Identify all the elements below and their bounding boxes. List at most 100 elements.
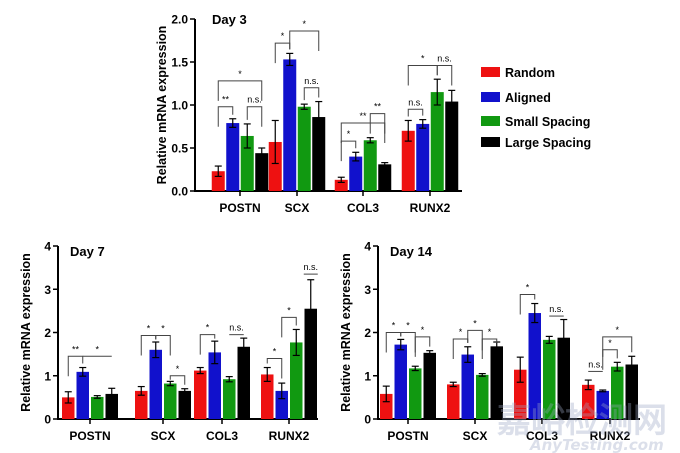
bar-random	[401, 130, 415, 191]
significance-label: n.s.	[303, 262, 318, 272]
y-tick-label: 1	[44, 369, 51, 383]
legend-swatch	[481, 116, 500, 126]
significance-bracket: **	[369, 102, 386, 134]
significance-label: *	[147, 324, 151, 334]
significance-label: *	[281, 31, 285, 41]
bar-random	[194, 370, 207, 419]
bracket-line	[519, 293, 536, 315]
bar-aligned	[208, 352, 221, 419]
legend-swatch	[481, 67, 500, 77]
significance-label: *	[488, 327, 492, 337]
legend-swatch	[481, 137, 500, 147]
bar-random	[268, 141, 282, 191]
bar-aligned	[76, 371, 89, 419]
significance-bracket: n.s.	[246, 95, 263, 127]
legend-label: Small Spacing	[505, 115, 590, 129]
bar-random	[582, 384, 595, 419]
x-tick-label: RUNX2	[590, 429, 631, 443]
y-tick-label: 1.0	[171, 99, 188, 113]
bar-small-spacing	[240, 135, 254, 191]
significance-label: n.s.	[588, 359, 603, 369]
bracket-line	[289, 30, 320, 52]
significance-bracket: *	[217, 69, 263, 101]
significance-bracket: *	[274, 31, 291, 64]
bracket-line	[67, 355, 84, 377]
significance-label: n.s.	[437, 53, 452, 63]
bar-aligned	[149, 349, 162, 419]
bar-random	[261, 374, 274, 419]
bracket-line	[266, 357, 283, 379]
x-tick-label: SCX	[285, 201, 310, 215]
bracket-line	[246, 106, 263, 127]
bracket-line	[602, 336, 633, 357]
bracket-line	[303, 87, 320, 101]
bracket-line	[217, 80, 263, 101]
bar-random	[447, 384, 460, 419]
bar-large-spacing	[105, 393, 118, 419]
significance-label: *	[615, 325, 619, 335]
significance-bracket: *	[519, 282, 536, 315]
bar-large-spacing	[178, 390, 191, 419]
x-tick-label: RUNX2	[269, 429, 310, 443]
significance-label: *	[95, 344, 99, 354]
bar-small-spacing	[611, 366, 624, 419]
significance-label: *	[347, 129, 351, 139]
significance-bracket: *	[602, 338, 618, 370]
bar-small-spacing	[290, 342, 303, 419]
significance-bracket: n.s.	[549, 304, 564, 317]
x-tick-label: POSTN	[219, 201, 260, 215]
significance-bracket: n.s.	[303, 262, 318, 275]
bar-large-spacing	[237, 346, 250, 419]
significance-label: n.s.	[229, 323, 244, 333]
significance-label: **	[359, 111, 367, 121]
bar-small-spacing	[164, 383, 177, 419]
significance-bracket: n.s.	[588, 359, 603, 372]
y-tick-label: 2	[44, 326, 51, 340]
y-tick-label: 0	[44, 413, 51, 427]
bar-aligned	[528, 313, 541, 419]
significance-label: **	[222, 95, 230, 105]
y-tick-label: 0.0	[171, 185, 188, 199]
significance-label: *	[459, 327, 463, 337]
bracket-line	[281, 316, 297, 338]
significance-bracket: *	[340, 129, 357, 162]
bracket-line	[407, 64, 438, 86]
bracket-line	[414, 336, 431, 357]
bar-aligned	[275, 390, 288, 419]
bracket-line	[602, 349, 618, 370]
significance-bracket: *	[407, 53, 438, 86]
bar-large-spacing	[557, 337, 570, 419]
y-tick-label: 1.5	[171, 56, 188, 70]
bar-random	[380, 393, 393, 419]
significance-label: *	[526, 282, 530, 292]
significance-bracket: **	[67, 344, 84, 377]
significance-bracket: *	[289, 19, 320, 52]
legend: Random Aligned Small Spacing Large Spacing	[481, 66, 591, 150]
significance-label: n.s.	[304, 76, 319, 86]
significance-label: *	[206, 323, 210, 333]
legend-swatch	[481, 92, 500, 102]
watermark: 嘉峪检测网 AnyTesting.com	[497, 401, 667, 453]
chart-day-14: 0 1 2 3 4 Relative mRNA expression Day 14 POSTN…	[339, 240, 640, 443]
bar-aligned	[416, 123, 430, 191]
significance-bracket: *	[199, 323, 216, 355]
significance-label: *	[406, 321, 410, 331]
bracket-line	[169, 375, 186, 385]
bracket-line	[340, 140, 357, 162]
bracket-line	[217, 106, 234, 127]
significance-label: *	[273, 346, 277, 356]
significance-bracket: n.s.	[229, 323, 244, 336]
bar-small-spacing	[409, 368, 422, 419]
y-tick-label: 1	[364, 369, 371, 383]
y-tick-label: 4	[44, 240, 51, 254]
bar-large-spacing	[255, 153, 269, 191]
significance-label: *	[287, 305, 291, 315]
bar-small-spacing	[223, 379, 236, 419]
bar-large-spacing	[423, 352, 436, 419]
bar-random	[334, 179, 348, 191]
significance-label: *	[392, 321, 396, 331]
significance-bracket: *	[82, 344, 112, 357]
watermark-text: 嘉峪检测网	[497, 401, 667, 441]
